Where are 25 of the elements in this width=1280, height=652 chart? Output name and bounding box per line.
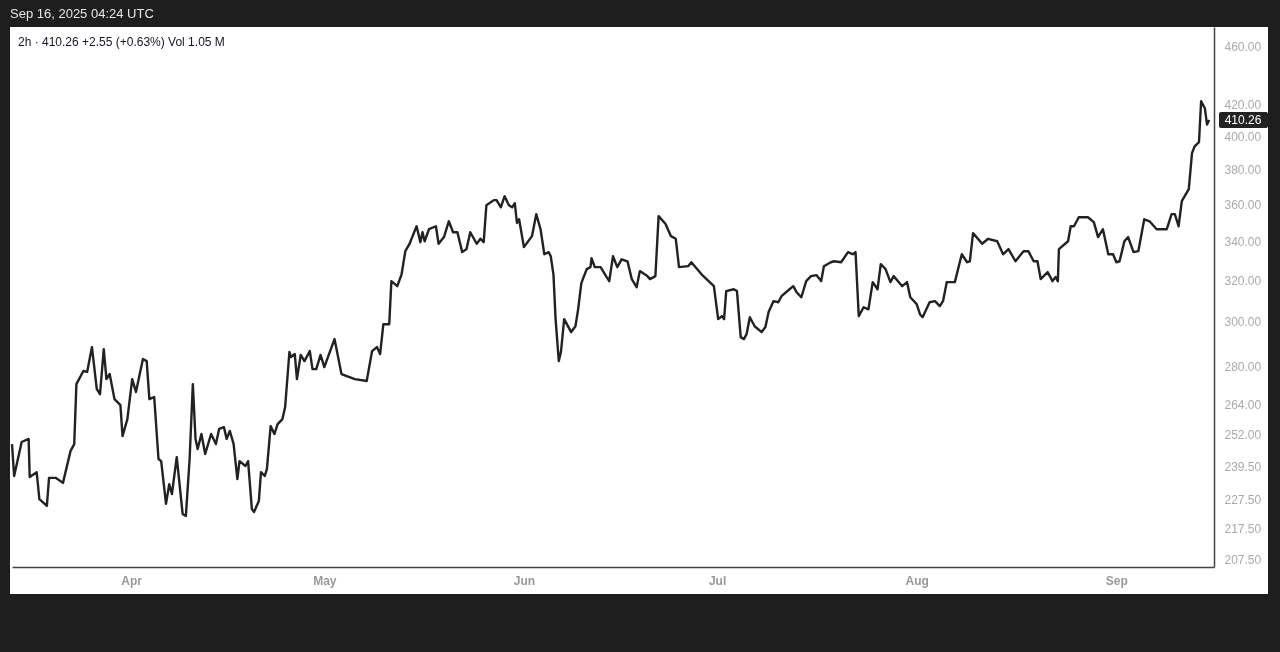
y-tick-label: 217.50 [1224, 522, 1262, 537]
y-tick-label: 380.00 [1224, 162, 1262, 177]
y-tick-label: 360.00 [1224, 197, 1262, 212]
x-tick-label: Apr [121, 573, 143, 588]
line-series [10, 100, 1211, 518]
y-tick-label: 280.00 [1224, 359, 1262, 374]
x-tick-label: Jun [513, 573, 536, 588]
y-tick-label: 460.00 [1224, 39, 1262, 54]
x-tick-label: May [313, 573, 337, 588]
y-tick-label: 320.00 [1224, 273, 1262, 288]
x-tick-label: Aug [905, 573, 929, 588]
y-tick-label: 239.50 [1224, 460, 1262, 475]
y-tick-label: 252.00 [1224, 427, 1262, 442]
text: 410.26 [1224, 113, 1262, 128]
x-tick-label: Jul [708, 573, 727, 588]
y-tick-label: 420.00 [1224, 98, 1262, 113]
y-tick-label: 400.00 [1224, 129, 1262, 144]
text: Sep 16, 2025 04:24 UTC [10, 6, 154, 21]
y-tick-label: 340.00 [1224, 234, 1262, 249]
y-tick-label: 300.00 [1224, 315, 1262, 330]
x-tick-label: Sep [1105, 573, 1128, 588]
y-tick-label: 264.00 [1224, 397, 1262, 412]
text: 2h · 410.26 +2.55 (+0.63%) Vol 1.05 M [18, 35, 225, 49]
y-tick-label: 207.50 [1224, 552, 1262, 567]
y-tick-label: 227.50 [1224, 493, 1262, 508]
